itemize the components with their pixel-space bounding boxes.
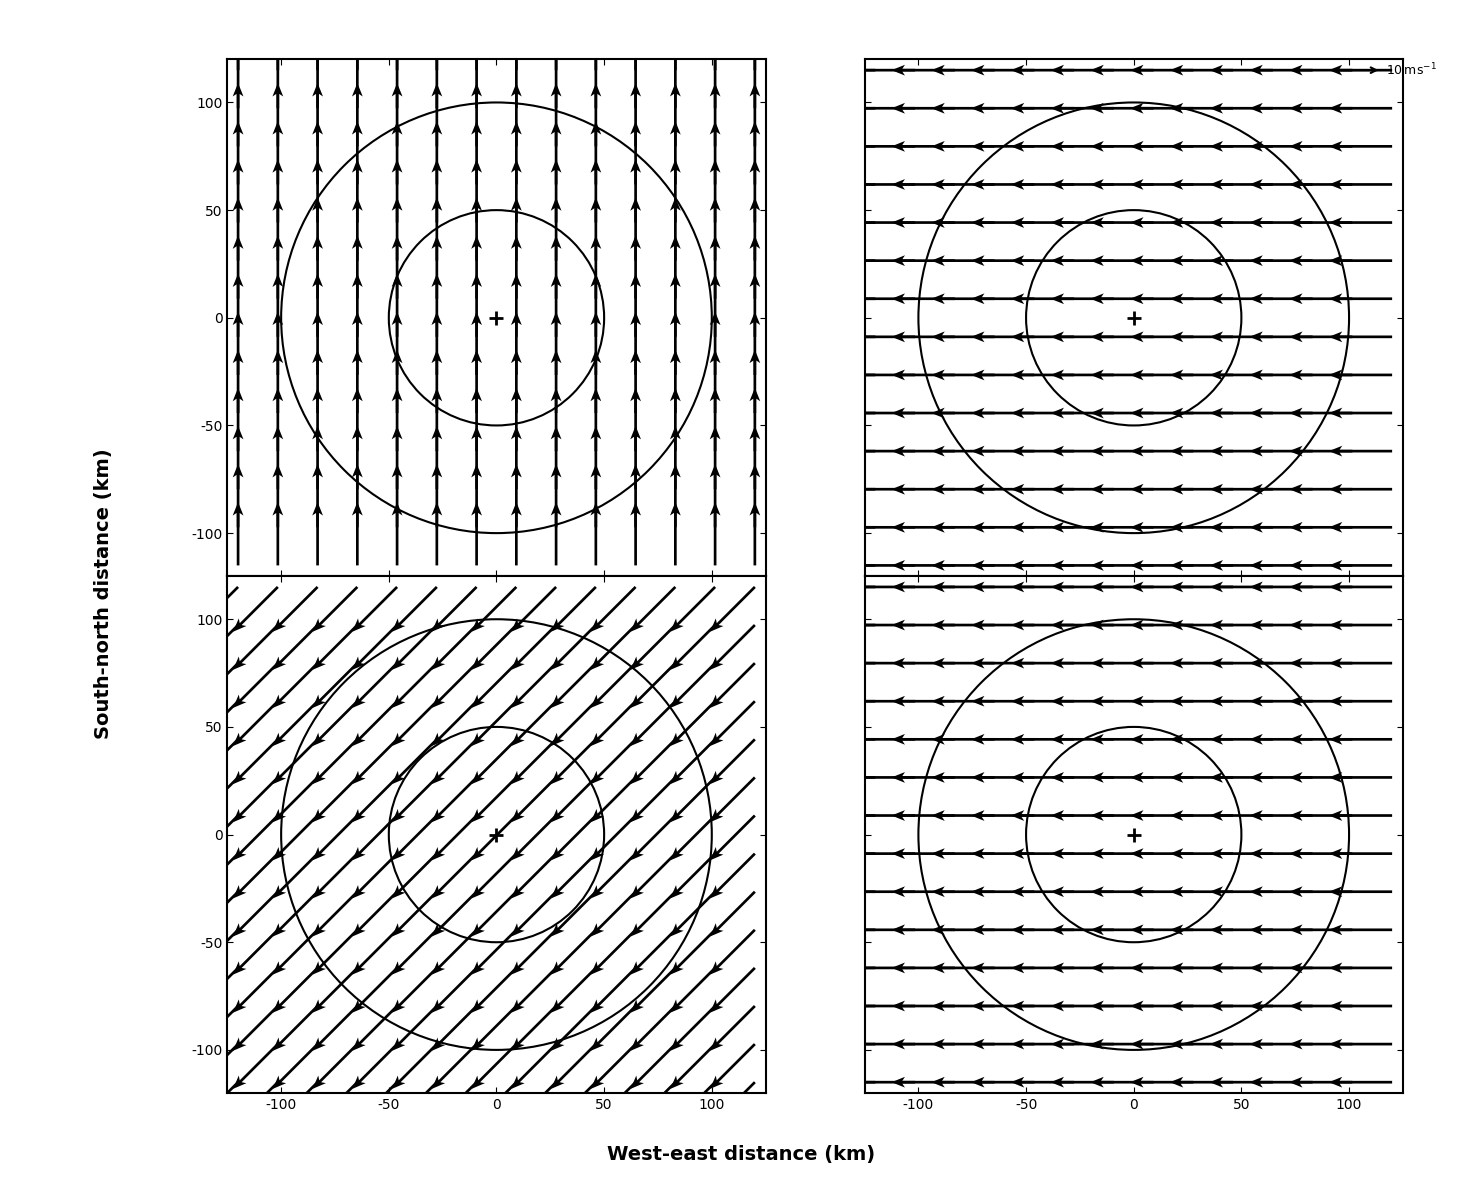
Text: South-north distance (km): South-north distance (km) [95,449,113,739]
Text: $10\,\mathrm{ms}^{-1}$: $10\,\mathrm{ms}^{-1}$ [1386,62,1436,78]
Text: West-east distance (km): West-east distance (km) [608,1145,874,1164]
